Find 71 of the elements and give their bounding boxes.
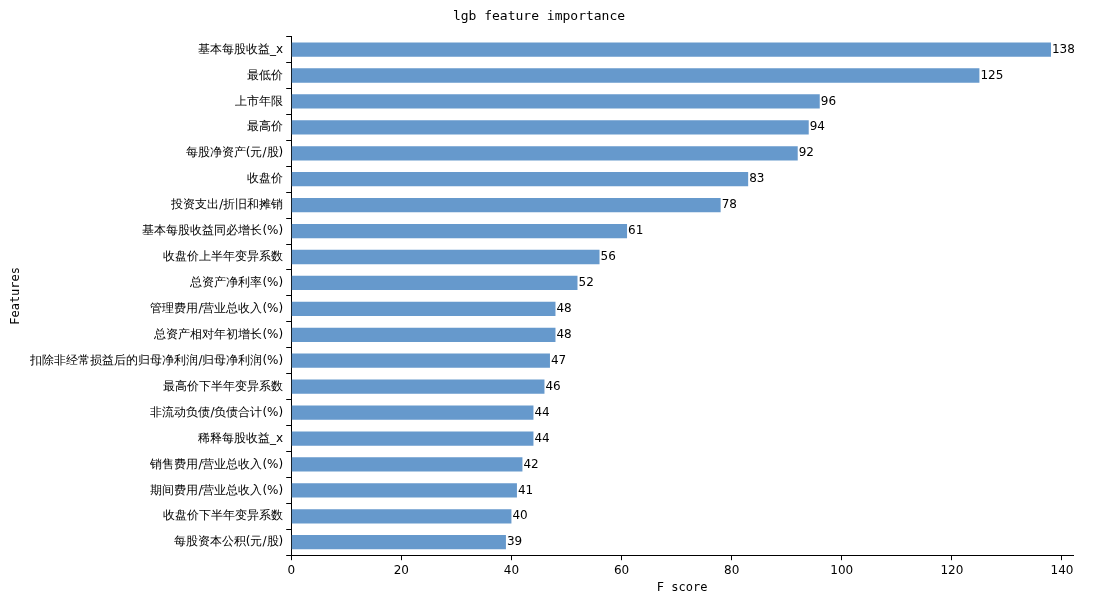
bar [291,223,628,239]
bar [291,405,534,420]
bar [291,535,506,550]
bar [291,68,980,83]
bar [291,431,534,446]
y-tick-label: 每股资本公积(元/股) [173,534,284,549]
data-label: 47 [550,352,567,367]
bar [291,379,545,394]
y-tick-label: 上市年限 [235,93,284,108]
y-tick-label: 投资支出/折旧和摊销 [170,197,284,212]
data-label: 83 [749,171,765,186]
y-tick-label: 最高价 [247,119,284,134]
data-label: 41 [517,482,534,497]
data-label: 92 [798,145,814,160]
data-label: 40 [512,508,528,523]
y-tick-label: 总资产净利率(%) [189,275,284,290]
data-label: 125 [980,67,1004,82]
y-tick-label: 最低价 [247,67,284,82]
data-label: 39 [506,534,523,549]
y-tick-label: 每股净资产(元/股) [185,145,284,160]
bar [291,198,721,213]
x-tick-label: 20 [393,562,409,577]
data-label: 42 [523,456,539,471]
x-tick-label: 80 [724,562,740,577]
y-tick-label: 稀释每股收益_x [198,430,284,445]
x-tick-label: 60 [613,562,630,577]
x-tick-label: 0 [287,562,296,577]
bar [291,301,556,316]
data-label: 94 [809,119,826,134]
y-tick-label: 基本每股收益同必增长(%) [142,223,284,238]
y-tick-label: 销售费用/营业总收入(%) [149,456,284,471]
data-label: 48 [556,300,572,315]
x-tick-label: 140 [1050,562,1074,577]
y-tick-label: 期间费用/营业总收入(%) [150,482,284,497]
bar [291,275,578,291]
y-tick-label: 基本每股收益_x [198,41,284,56]
bar [291,249,600,265]
y-tick-label: 管理费用/营业总收入(%) [150,300,284,315]
data-label: 96 [820,93,837,108]
y-tick-label: 非流动负债/负债合计(%) [150,404,284,419]
data-label: 52 [578,275,594,290]
y-tick-label: 总资产相对年初增长(%) [153,326,284,341]
y-tick-label: 最高价下半年变异系数 [163,378,284,393]
x-axis-title: F score [656,579,708,594]
x-tick-label: 40 [503,562,520,577]
data-label: 48 [556,326,572,341]
y-tick-label: 收盘价下半年变异系数 [163,508,284,523]
chart-title: lgb feature importance [452,8,626,24]
bar [291,172,749,187]
bar [291,94,820,109]
bar [291,42,1051,57]
x-tick-label: 100 [830,562,854,577]
data-label: 44 [534,430,550,445]
bar [291,509,512,524]
bar [291,146,798,161]
y-tick-label: 收盘价 [247,171,284,186]
data-label: 78 [721,197,737,212]
bar [291,483,517,498]
x-tick-label: 120 [940,562,964,577]
bar [291,120,809,135]
y-tick-label: 收盘价上半年变异系数 [163,249,284,264]
data-label: 61 [628,223,644,238]
bar [291,457,523,472]
y-tick-label: 扣除非经常损益后的归母净利润/归母净利润(%) [29,352,284,367]
y-axis-title: Features [8,267,23,325]
data-label: 46 [545,378,561,393]
data-label: 56 [600,249,616,264]
bar [291,327,556,342]
data-label: 138 [1051,41,1075,56]
bar [291,353,550,368]
data-label: 44 [534,404,550,419]
